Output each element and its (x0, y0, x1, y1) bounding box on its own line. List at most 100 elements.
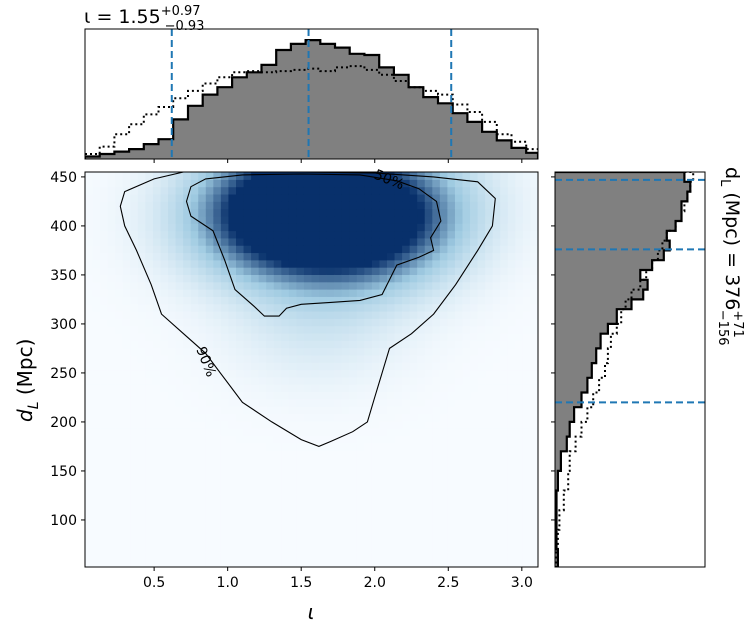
heatmap-cell (394, 201, 403, 210)
heatmap-cell (439, 537, 448, 546)
heatmap-cell (190, 223, 199, 232)
heatmap-cell (183, 515, 192, 524)
heatmap-cell (145, 508, 154, 517)
heatmap-cell (107, 289, 116, 297)
heatmap-cell (454, 479, 464, 488)
heatmap-cell (341, 376, 350, 385)
heatmap-cell (213, 179, 222, 188)
heatmap-cell (243, 493, 252, 502)
heatmap-cell (379, 523, 388, 532)
heatmap-cell (251, 398, 260, 407)
heatmap-cell (228, 479, 237, 488)
heatmap-cell (356, 464, 365, 473)
heatmap-cell (492, 479, 501, 488)
heatmap-cell (251, 267, 260, 275)
heatmap-cell (371, 179, 381, 188)
heatmap-cell (356, 347, 365, 356)
heatmap-cell (160, 493, 169, 502)
heatmap-cell (122, 201, 131, 210)
heatmap-cell (175, 310, 184, 319)
heatmap-cell (130, 493, 139, 502)
heatmap-cell (303, 398, 313, 407)
heatmap-cell (432, 259, 441, 268)
heatmap-cell (515, 376, 524, 385)
heatmap-cell (319, 208, 328, 217)
heatmap-cell (326, 245, 335, 254)
heatmap-cell (130, 449, 139, 458)
heatmap-cell (319, 457, 328, 466)
heatmap-cell (122, 230, 131, 239)
heatmap-cell (107, 464, 116, 473)
heatmap-cell (85, 208, 94, 217)
heatmap-cell (266, 193, 275, 202)
heatmap-cell (258, 398, 267, 407)
heatmap-cell (402, 274, 411, 283)
heatmap-cell (515, 486, 524, 495)
heatmap-cell (371, 318, 381, 327)
heatmap-cell (273, 537, 282, 546)
heatmap-cell (303, 223, 313, 232)
heatmap-cell (439, 245, 448, 254)
heatmap-cell (349, 172, 358, 180)
heatmap-cell (266, 537, 275, 546)
heatmap-cell (507, 530, 516, 539)
heatmap-cell (311, 340, 320, 349)
heatmap-cell (454, 347, 464, 356)
heatmap-cell (417, 325, 426, 334)
heatmap-cell (477, 479, 486, 488)
heatmap-cell (402, 230, 411, 239)
heatmap-cell (190, 215, 199, 224)
heatmap-cell (394, 325, 403, 334)
heatmap-cell (198, 449, 207, 458)
heatmap-cell (281, 289, 290, 297)
heatmap-cell (402, 245, 411, 254)
heatmap-cell (454, 201, 464, 210)
heatmap-cell (220, 362, 230, 371)
heatmap-cell (137, 325, 146, 334)
heatmap-cell (409, 347, 418, 356)
main-panel-frame (84, 171, 539, 568)
heatmap-cell (326, 325, 335, 334)
heatmap-cell (236, 428, 245, 436)
heatmap-cell (122, 464, 131, 473)
heatmap-cell (243, 413, 252, 422)
heatmap-cell (92, 296, 101, 305)
heatmap-cell (303, 259, 313, 268)
heatmap-cell (273, 442, 282, 451)
heatmap-cell (500, 523, 509, 532)
heatmap-cell (266, 449, 275, 458)
heatmap-cell (485, 274, 494, 283)
heatmap-cell (439, 545, 448, 553)
heatmap-cell (288, 259, 297, 268)
heatmap-cell (334, 398, 343, 407)
heatmap-cell (100, 332, 109, 341)
heatmap-cell (356, 501, 365, 510)
heatmap-cell (236, 201, 245, 210)
heatmap-cell (424, 398, 433, 407)
heatmap-cell (311, 398, 320, 407)
heatmap-cell (130, 325, 139, 334)
heatmap-cell (356, 362, 365, 371)
heatmap-cell (311, 552, 320, 561)
heatmap-cell (228, 274, 237, 283)
heatmap-cell (485, 559, 494, 567)
heatmap-cell (402, 479, 411, 488)
heatmap-cell (288, 523, 297, 532)
heatmap-cell (402, 508, 411, 517)
heatmap-cell (439, 420, 448, 429)
heatmap-cell (160, 391, 169, 400)
heatmap-cell (530, 523, 538, 532)
heatmap-cell (379, 508, 388, 517)
heatmap-cell (311, 486, 320, 495)
heatmap-cell (273, 347, 282, 356)
heatmap-cell (477, 376, 486, 385)
heatmap-cell (273, 428, 282, 436)
heatmap-cell (334, 420, 343, 429)
heatmap-cell (492, 259, 501, 268)
heatmap-cell (402, 471, 411, 480)
heatmap-cell (137, 193, 146, 202)
heatmap-cell (409, 479, 418, 488)
heatmap-cell (281, 479, 290, 488)
heatmap-cell (522, 332, 532, 341)
heatmap-cell (281, 362, 290, 371)
